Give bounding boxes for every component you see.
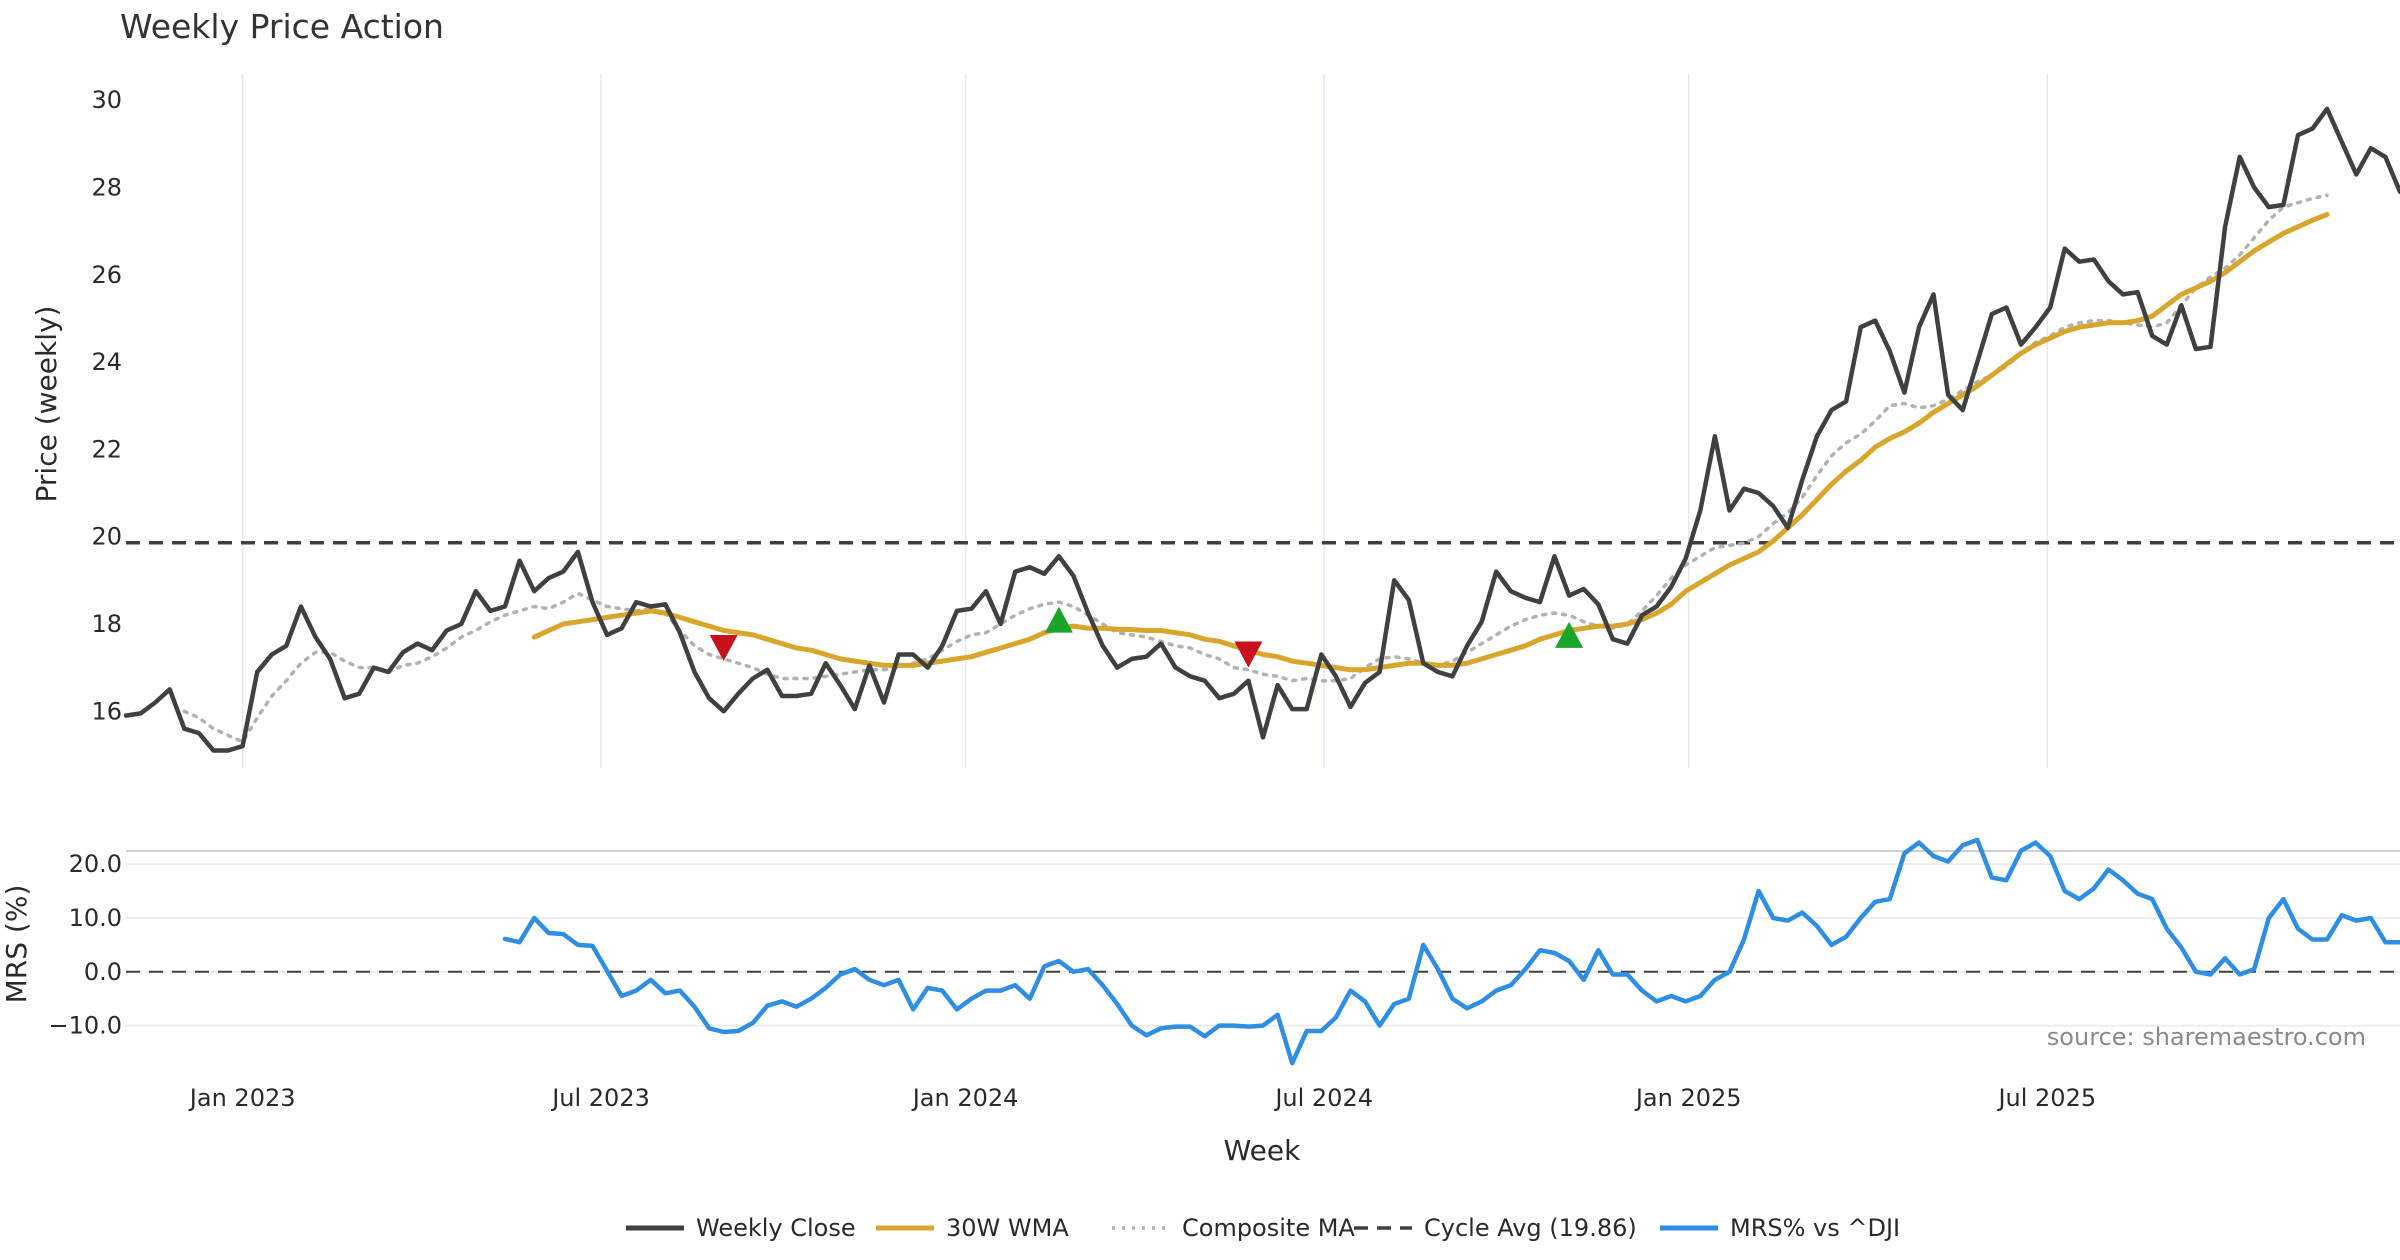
mrs-y-tick-label: 10.0 [69, 904, 122, 932]
series-layer [123, 106, 2400, 1066]
legend: Weekly Close 30W WMA Composite MA Cycle Avg… [626, 1214, 1900, 1242]
price-y-tick-label: 18 [91, 610, 122, 638]
chart-title: Weekly Price Action [120, 7, 444, 46]
x-tick-label: Jan 2025 [1634, 1084, 1742, 1112]
legend-label: 30W WMA [946, 1214, 1069, 1242]
price-y-tick-label: 24 [91, 348, 122, 376]
mrs-y-tick-label: −10.0 [48, 1012, 122, 1040]
source-note: source: sharemaestro.com [2047, 1023, 2366, 1051]
wma-30w-line [531, 212, 2330, 673]
mrs-line [502, 837, 2400, 1066]
legend-label: Composite MA [1182, 1214, 1355, 1242]
x-tick-label: Jul 2023 [550, 1084, 650, 1112]
x-axis-title: Week [1224, 1134, 1301, 1167]
buy-signal-marker [1555, 621, 1584, 648]
mrs-y-tick-label: 20.0 [69, 850, 122, 878]
x-tick-label: Jan 2023 [188, 1084, 296, 1112]
buy-signal-marker [1044, 606, 1073, 633]
legend-label: Weekly Close [696, 1214, 856, 1242]
composite-ma-line [182, 193, 2329, 744]
sell-signal-marker [1234, 641, 1263, 668]
axis-ticks: Jan 2023 Jul 2023 Jan 2024 Jul 2024 Jan 2025… [48, 86, 2096, 1112]
mrs-axis-title: MRS (%) [0, 885, 33, 1004]
legend-label: Cycle Avg (19.86) [1424, 1214, 1637, 1242]
price-y-tick-label: 28 [91, 173, 122, 201]
x-tick-label: Jan 2024 [911, 1084, 1019, 1112]
x-tick-label: Jul 2024 [1273, 1084, 1373, 1112]
weekly-close-line [123, 106, 2400, 753]
price-y-tick-label: 22 [91, 435, 122, 463]
price-y-tick-label: 26 [91, 261, 122, 289]
sell-signal-marker [709, 634, 738, 661]
mrs-y-tick-label: 0.0 [84, 958, 122, 986]
price-y-tick-label: 16 [91, 697, 122, 725]
price-axis-title: Price (weekly) [30, 306, 63, 503]
reference-lines [126, 541, 2400, 973]
price-y-tick-label: 30 [91, 86, 122, 114]
signal-markers [709, 606, 1584, 668]
price-y-tick-label: 20 [91, 523, 122, 551]
x-tick-label: Jul 2025 [1996, 1084, 2096, 1112]
legend-label: MRS% vs ^DJI [1730, 1214, 1900, 1242]
